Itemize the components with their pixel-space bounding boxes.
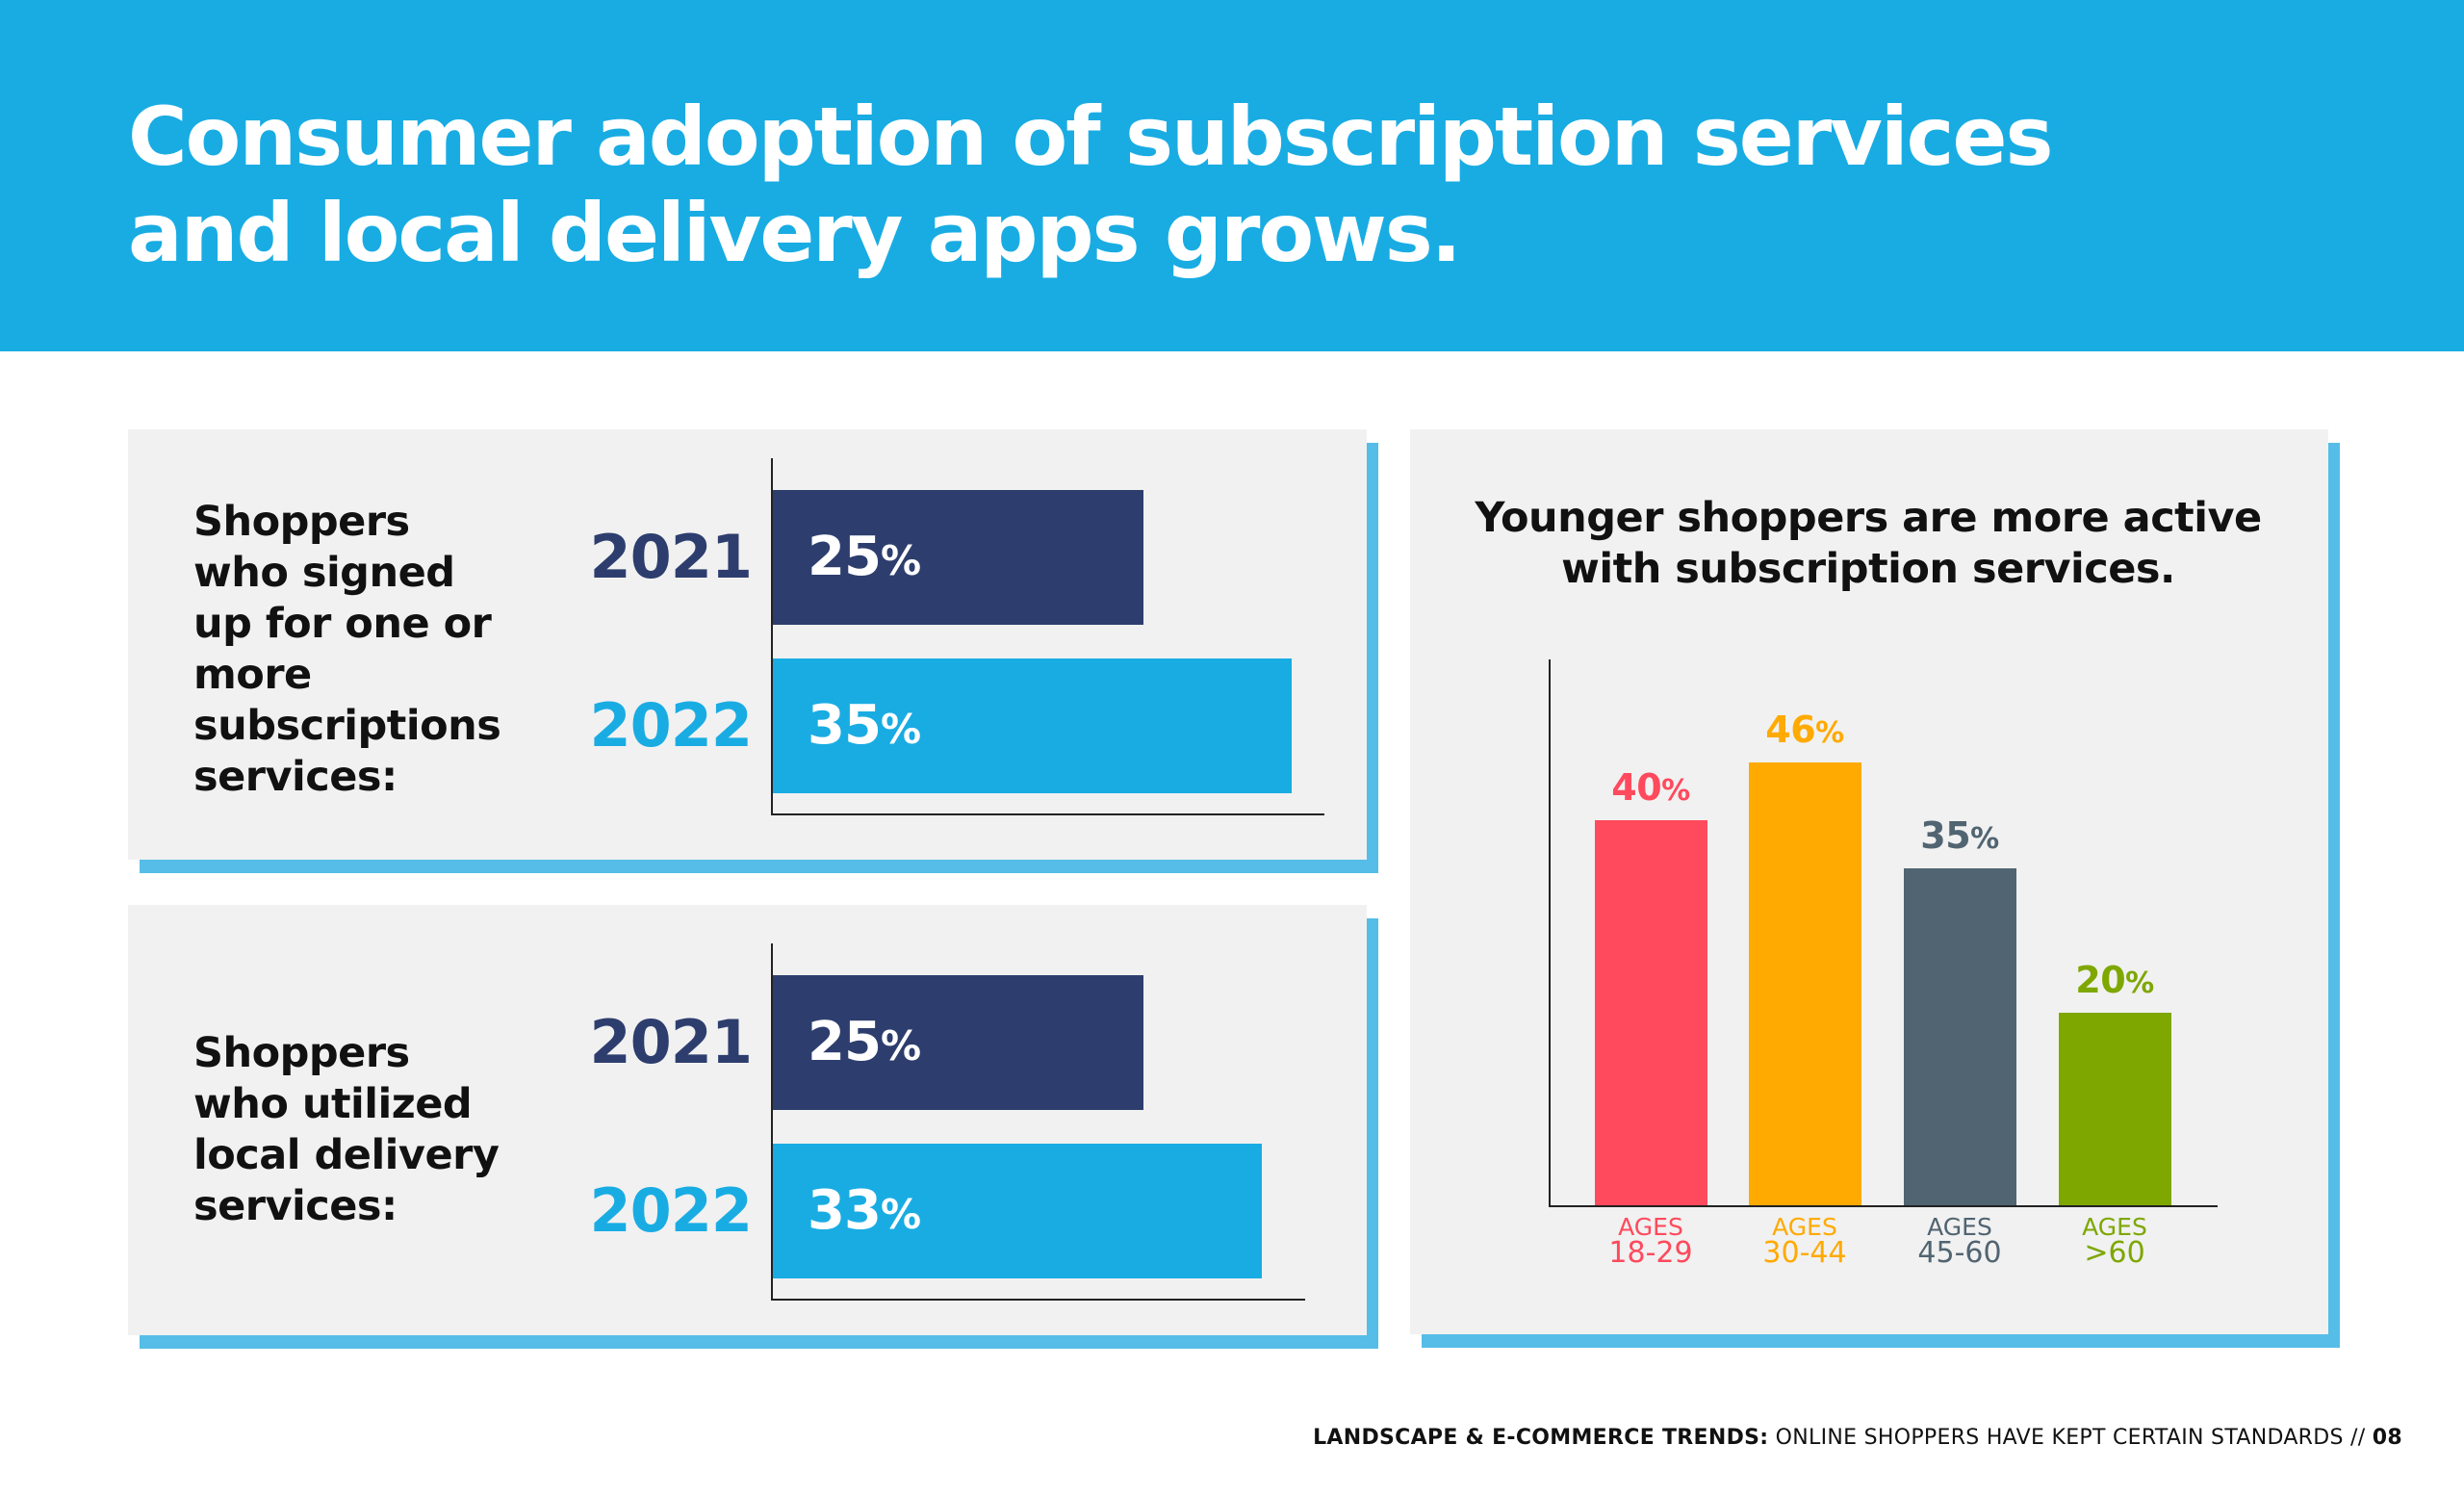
page-title-line-2: and local delivery apps grows.	[128, 186, 1462, 280]
category-label-range: 45-60	[1917, 1236, 2002, 1270]
bar-value-label: 25%	[808, 490, 921, 629]
panel-delivery-axis-x	[771, 1299, 1305, 1301]
bar-value-unit: %	[1815, 716, 1844, 750]
age-chart-title: Younger shoppers are more active with su…	[1411, 493, 2325, 595]
panel-delivery-label: Shoppers who utilized local delivery ser…	[193, 1029, 500, 1230]
bar-value-number: 35	[1920, 814, 1971, 857]
bar-value-unit: %	[1970, 822, 1999, 856]
category-label-prefix: AGES	[1618, 1213, 1683, 1241]
bar-value-number: 46	[1765, 709, 1816, 751]
panel-age	[1410, 429, 2328, 1334]
bar	[773, 490, 1143, 625]
panel-delivery-axis-y	[771, 943, 773, 1300]
bar-value-number: 35	[808, 694, 882, 757]
age-chart-axis-x	[1549, 1205, 2218, 1207]
category-label: AGES 18-29	[1574, 1213, 1728, 1270]
bar-value-label: 35%	[808, 658, 921, 797]
bar-value-label: 35%	[1883, 814, 2037, 861]
year-label: 2021	[589, 1007, 753, 1077]
bar-value-label: 46%	[1728, 709, 1882, 755]
category-label: AGES 30-44	[1728, 1213, 1882, 1270]
panel-subscriptions: Shoppers who signed up for one or more s…	[128, 429, 1367, 860]
bar	[1749, 762, 1861, 1205]
panel-subscriptions-axis-y	[771, 458, 773, 814]
bar-value-number: 20	[2075, 959, 2126, 1001]
footer-section: LANDSCAPE & E-COMMERCE TRENDS:	[1313, 1426, 1769, 1450]
bar-value-label: 40%	[1574, 766, 1728, 812]
page-title-line-1: Consumer adoption of subscription servic…	[128, 90, 2053, 184]
bar-value-label: 25%	[808, 975, 921, 1114]
panel-subscriptions-label: Shoppers who signed up for one or more s…	[193, 498, 501, 801]
age-chart-axis-y	[1549, 659, 1551, 1207]
category-label-range: 30-44	[1762, 1236, 1847, 1270]
bar-value-label: 33%	[808, 1144, 921, 1282]
footer-subtitle: ONLINE SHOPPERS HAVE KEPT CERTAIN STANDA…	[1768, 1426, 2366, 1450]
category-label-prefix: AGES	[1772, 1213, 1837, 1241]
category-label: AGES 45-60	[1883, 1213, 2037, 1270]
bar-value-unit: %	[880, 537, 921, 584]
bar	[1595, 820, 1707, 1205]
bar-value-unit: %	[880, 1191, 921, 1238]
category-label-prefix: AGES	[2082, 1213, 2147, 1241]
category-label-prefix: AGES	[1927, 1213, 1992, 1241]
bar	[773, 1144, 1262, 1278]
page-footer: LANDSCAPE & E-COMMERCE TRENDS: ONLINE SH…	[1313, 1426, 2402, 1450]
panel-subscriptions-axis-x	[771, 813, 1324, 815]
bar-value-unit: %	[2125, 967, 2154, 1000]
year-label: 2022	[589, 690, 753, 761]
footer-page-number: 08	[2372, 1426, 2402, 1450]
category-label-range: >60	[2084, 1236, 2145, 1270]
bar	[1904, 868, 2016, 1205]
header-banner: Consumer adoption of subscription servic…	[0, 0, 2464, 351]
bar-value-label: 20%	[2038, 959, 2192, 1005]
page-title: Consumer adoption of subscription servic…	[128, 89, 2053, 281]
age-chart-title-line-1: Younger shoppers are more active	[1475, 494, 2262, 542]
bar	[773, 658, 1292, 793]
bar-value-number: 25	[808, 1011, 882, 1073]
bar-value-number: 33	[808, 1179, 882, 1242]
bar-value-number: 25	[808, 526, 882, 588]
panel-delivery: Shoppers who utilized local delivery ser…	[128, 905, 1367, 1335]
bar	[773, 975, 1143, 1110]
bar	[2059, 1013, 2171, 1205]
year-label: 2022	[589, 1175, 753, 1246]
bar-value-unit: %	[880, 1022, 921, 1070]
category-label-range: 18-29	[1608, 1236, 1693, 1270]
bar-value-unit: %	[880, 706, 921, 753]
category-label: AGES >60	[2038, 1213, 2192, 1270]
age-chart-title-line-2: with subscription services.	[1561, 545, 2175, 593]
bar-value-unit: %	[1661, 774, 1690, 808]
bar-value-number: 40	[1611, 766, 1662, 809]
year-label: 2021	[589, 522, 753, 592]
